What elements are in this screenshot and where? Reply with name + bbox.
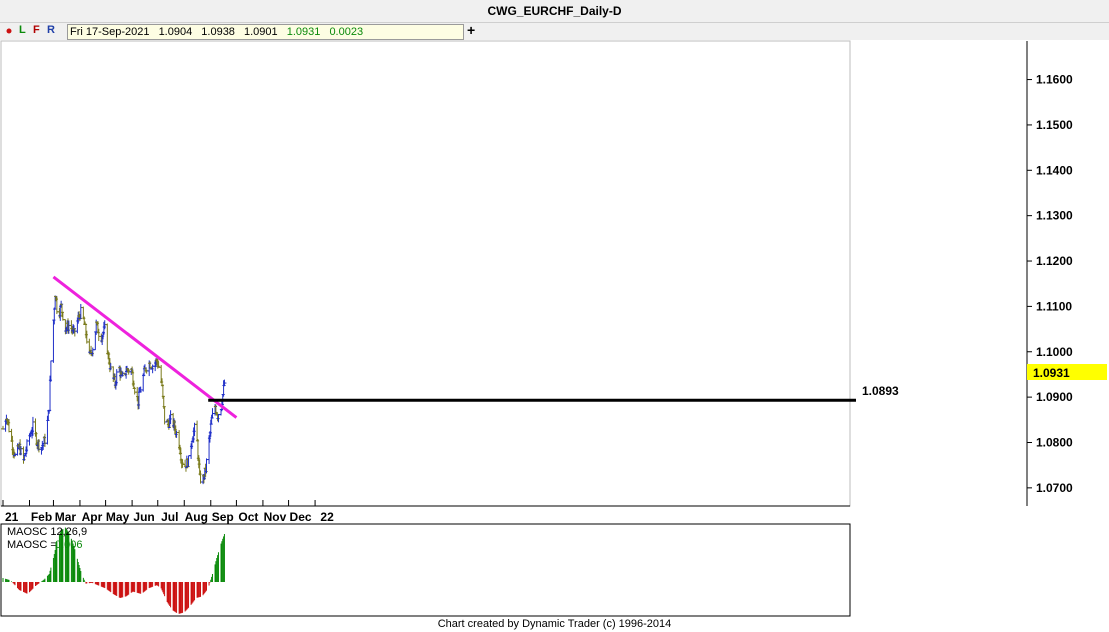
x-axis: 21 Feb Mar Apr May Jun Jul Aug Sep Oct Nov Dec 22 xyxy=(2,500,334,524)
ohlc-bar xyxy=(195,420,200,442)
x-tick-label: Jul xyxy=(161,510,178,524)
y-tick-label: 1.0800 xyxy=(1036,435,1073,449)
y-tick-label: 1.1500 xyxy=(1036,118,1073,132)
ohlc-bar xyxy=(197,459,202,476)
red-dot-icon[interactable] xyxy=(6,26,12,37)
bar-change: 0.0023 xyxy=(329,26,364,38)
ohlc-bar xyxy=(209,414,214,425)
level-label: 1.0893 xyxy=(862,384,899,398)
bar-open: 1.0904 xyxy=(158,26,193,38)
add-button[interactable]: + xyxy=(467,22,476,38)
y-tick-label: 1.1400 xyxy=(1036,163,1073,177)
y-tick-label: 1.1200 xyxy=(1036,254,1073,268)
ohlc-bar xyxy=(106,350,111,360)
x-tick-label: Sep xyxy=(212,510,234,524)
ohlc-bar xyxy=(144,369,149,374)
y-tick-label: 1.1000 xyxy=(1036,345,1073,359)
ohlc-bar xyxy=(46,409,51,421)
ohlc-bar xyxy=(101,321,106,335)
ohlc-readout: Fri 17-Sep-2021 1.0904 1.0938 1.0901 1.0… xyxy=(67,24,464,40)
ohlc-bar xyxy=(195,439,200,462)
ohlc-bar xyxy=(189,443,194,459)
ohlc-bar xyxy=(204,458,209,474)
window-title: CWG_EURCHF_Daily-D xyxy=(0,0,1109,23)
ratio-tool-button[interactable]: R xyxy=(47,24,55,36)
ohlc-bar xyxy=(132,386,137,395)
ohlc-bar xyxy=(27,433,32,446)
ohlc-bar xyxy=(107,358,112,373)
y-tick-label: 1.0900 xyxy=(1036,390,1073,404)
ohlc-bar xyxy=(51,319,56,363)
ohlc-bar xyxy=(196,455,201,469)
ohlc-bar xyxy=(113,380,118,390)
ohlc-bar xyxy=(105,323,110,355)
x-tick-label: Mar xyxy=(55,510,77,524)
ohlc-bars xyxy=(1,295,227,485)
x-tick-label: Oct xyxy=(238,510,258,524)
x-tick-label: Feb xyxy=(31,510,52,524)
x-tick-label: 21 xyxy=(5,510,19,524)
ohlc-bar xyxy=(52,307,57,325)
y-tick-label: 1.1300 xyxy=(1036,209,1073,223)
fib-tool-button[interactable]: F xyxy=(33,24,40,36)
x-tick-label: Nov xyxy=(264,510,287,524)
ohlc-bar xyxy=(141,373,146,392)
osc-value: 0.006 xyxy=(55,539,83,551)
bar-low: 1.0901 xyxy=(244,26,278,38)
oscillator-panel-frame xyxy=(0,523,851,617)
ohlc-bar xyxy=(208,419,213,437)
osc-value-label: MAOSC = xyxy=(7,539,57,551)
ohlc-bar xyxy=(57,307,62,319)
price-panel-frame xyxy=(0,40,851,507)
ohlc-bar xyxy=(159,364,164,384)
y-tick-label: 1.1600 xyxy=(1036,73,1073,87)
ohlc-bar xyxy=(219,408,224,416)
ohlc-bar xyxy=(136,396,141,410)
ohlc-bar xyxy=(83,323,88,339)
annotations xyxy=(52,275,856,419)
osc-title: MAOSC 12,26,9 xyxy=(7,526,87,538)
ohlc-bar xyxy=(130,366,135,374)
x-tick-label: Apr xyxy=(82,510,103,524)
ohlc-bar xyxy=(96,328,101,342)
bar-high: 1.0938 xyxy=(201,26,235,38)
bar-date: Fri 17-Sep-2021 xyxy=(70,26,150,38)
ohlc-bar xyxy=(222,379,227,387)
last-price-label: 1.0931 xyxy=(1033,366,1070,380)
x-tick-label: May xyxy=(106,510,130,524)
ohlc-bar xyxy=(82,316,87,325)
trendline xyxy=(52,275,238,419)
line-tool-button[interactable]: L xyxy=(19,24,26,36)
ohlc-bar xyxy=(81,306,86,320)
maosc-histogram xyxy=(2,527,225,614)
y-tick-label: 1.0700 xyxy=(1036,481,1073,495)
last-price-badge xyxy=(1027,364,1107,380)
toolbar: L F R Fri 17-Sep-2021 1.0904 1.0938 1.09… xyxy=(0,22,1109,40)
x-tick-label: Jun xyxy=(133,510,154,524)
ohlc-bar xyxy=(9,428,14,442)
y-axis: 1.1600 1.1500 1.1400 1.1300 1.1200 1.1100 1.10… xyxy=(1027,73,1073,495)
footer-credit: Chart created by Dynamic Trader (c) 1996… xyxy=(437,618,672,630)
x-tick-label: 22 xyxy=(320,510,334,524)
ohlc-bar xyxy=(207,435,212,464)
x-tick-label: Dec xyxy=(290,510,312,524)
ohlc-bar xyxy=(131,380,136,390)
ohlc-bar xyxy=(48,375,53,412)
ohlc-bar xyxy=(48,360,53,382)
x-tick-label: Aug xyxy=(185,510,208,524)
ohlc-bar xyxy=(177,430,182,450)
bar-close: 1.0931 xyxy=(286,26,321,38)
ohlc-bar xyxy=(93,331,98,351)
y-tick-label: 1.1100 xyxy=(1036,299,1072,313)
